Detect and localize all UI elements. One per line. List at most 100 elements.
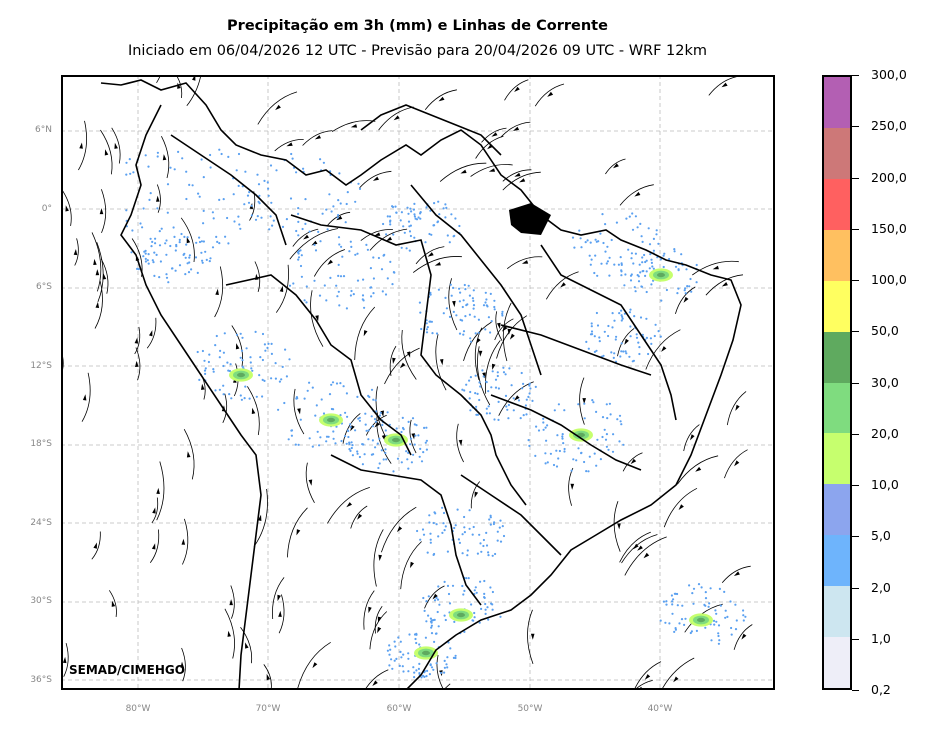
colorbar-tick [852, 485, 859, 486]
precip-dot [338, 172, 341, 175]
precip-dot [489, 586, 492, 589]
precip-dot [623, 312, 627, 315]
streamline [253, 488, 268, 547]
streamline-arrow [678, 504, 684, 510]
border-states-5 [460, 474, 562, 556]
precip-dot [734, 603, 737, 606]
precip-dot [463, 389, 466, 392]
precip-dot [173, 235, 176, 238]
precip-dot [422, 596, 425, 600]
precip-dot [419, 311, 422, 314]
precip-dot [490, 602, 493, 605]
colorbar-label: 300,0 [871, 67, 907, 82]
streamline [275, 264, 289, 313]
precip-dot [640, 285, 643, 288]
precip-dot [319, 158, 322, 161]
precip-dot [589, 241, 592, 244]
precip-dot [218, 242, 221, 245]
precip-dot [534, 454, 537, 457]
precip-dot [466, 554, 469, 557]
precip-dot [507, 417, 510, 420]
precip-dot [690, 630, 694, 633]
precip-dot [624, 350, 627, 353]
precip-dot [454, 656, 457, 660]
precip-dot [150, 245, 153, 248]
precip-dot [652, 249, 656, 252]
precip-dot [603, 330, 606, 333]
precip-dot [478, 621, 481, 624]
lat-label: 12°S [30, 361, 52, 371]
streamline-arrow [303, 234, 309, 240]
precip-dot [425, 600, 428, 603]
precip-dot [618, 312, 621, 315]
colorbar-tick [852, 331, 859, 333]
streamline-arrow [690, 434, 695, 441]
colorbar-tick [852, 280, 859, 281]
streamline [619, 531, 651, 563]
precip-dot [379, 411, 382, 414]
precip-dot [125, 173, 128, 176]
precip-dot [645, 336, 649, 339]
precip-dot [615, 335, 618, 338]
precip-dot [499, 615, 502, 618]
precip-dot [137, 268, 140, 271]
precip-dot [487, 554, 490, 557]
precip-dot [599, 458, 603, 461]
streamline [231, 325, 243, 367]
precip-dot [405, 450, 408, 453]
streamline-arrow [275, 104, 281, 111]
precip-dot [354, 253, 357, 256]
precip-dot [418, 672, 421, 675]
precip-dot [250, 367, 253, 370]
streamline-arrow [296, 529, 301, 536]
precip-dot [170, 267, 174, 270]
precip-dot [425, 448, 428, 451]
precip-dot [214, 344, 217, 347]
precip-dot [463, 589, 466, 593]
precip-dot [165, 239, 168, 242]
precip-dot [665, 603, 668, 606]
precip-dot [730, 626, 733, 630]
precip-dot [546, 461, 549, 464]
streamline-arrow [393, 115, 400, 121]
precip-dot [394, 645, 397, 648]
precip-dot [437, 585, 440, 588]
precip-dot [424, 441, 427, 444]
precip-dot [487, 390, 490, 393]
precip-dot [608, 402, 612, 405]
precip-dot [606, 245, 609, 248]
precip-dot [598, 340, 601, 343]
streamline [176, 77, 183, 99]
precip-dot [662, 254, 665, 257]
precip-dot [261, 358, 264, 362]
precip-dot [485, 298, 488, 301]
precip-dot [169, 244, 172, 248]
precip-core [237, 372, 245, 378]
precip-dot [413, 423, 416, 426]
precip-dot [391, 667, 394, 670]
precip-dot [369, 267, 372, 270]
colorbar-segment [824, 331, 850, 383]
precip-dot [436, 220, 440, 223]
precip-dot [345, 442, 348, 445]
precip-dot [678, 622, 681, 625]
precip-dot [340, 439, 343, 443]
streamline-arrow [512, 126, 520, 131]
streamline-arrow [99, 208, 104, 215]
precip-dot [201, 259, 204, 262]
precip-dot [147, 165, 150, 168]
precip-dot [151, 259, 154, 262]
precip-dot [469, 337, 472, 340]
precip-dot [436, 598, 440, 601]
precip-dot [522, 414, 525, 417]
precip-dot [634, 252, 638, 255]
streamline [475, 135, 504, 159]
precip-dot [407, 670, 410, 673]
precip-dot [493, 521, 496, 524]
precip-dot [630, 273, 633, 276]
precip-dot [190, 268, 193, 271]
precip-dot [453, 620, 456, 624]
precip-dot [605, 403, 608, 406]
streamline [240, 626, 253, 664]
precip-dot [215, 334, 218, 338]
